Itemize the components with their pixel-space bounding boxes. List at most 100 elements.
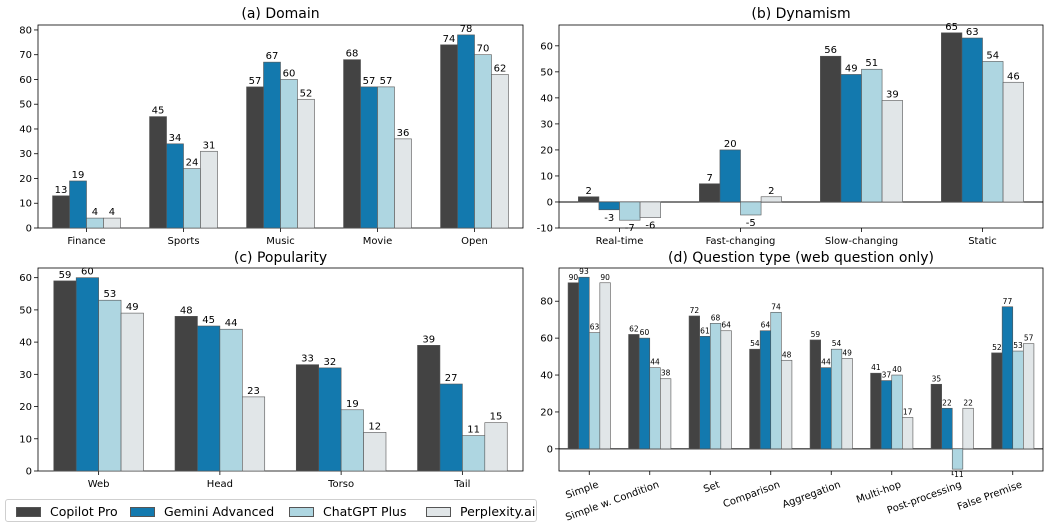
data-label: 35 [932,374,942,383]
chart-panel-2: (b) Dynamism -10 0 10 20 30 40 50 60 Real-time 2 -3… [537,6,1044,247]
data-label: 4 [92,207,98,218]
plot-frame [558,24,1044,229]
data-label: 20 [724,139,737,150]
legend-item-copilot-pro: Copilot Pro [16,504,118,519]
data-label: -3 [604,213,614,224]
data-label: 60 [283,68,296,79]
y-tick-label: 60 [540,334,553,345]
data-label: 54 [750,339,760,348]
y-tick-label: 20 [19,402,32,413]
data-label: 2 [585,186,591,197]
data-label: 39 [886,89,899,100]
legend-label-perplexity: Perplexity.ai [460,504,536,519]
bar-chatgpt-plus-static [982,61,1004,203]
bar-perplexity-ai-comparison [781,359,793,450]
data-label: 52 [300,88,313,99]
bar-chatgpt-plus-torso [340,409,364,472]
y-tick-label: 0 [547,444,553,455]
x-tick-label: Simple [564,479,600,501]
bar-perplexity-ai-fast-changing [760,196,782,203]
bar-gemini-advanced-open [457,34,475,229]
bar-copilot-pro-open [440,44,458,229]
bar-chatgpt-plus-simple [588,332,601,450]
x-tick-label: Slow-changing [825,236,898,247]
data-label: 90 [600,273,610,282]
chart-title: (a) Domain [241,6,319,22]
legend-swatch-perplexity [426,506,451,517]
data-label: 63 [966,27,979,38]
x-tick-label: Finance [67,236,105,247]
data-label: 54 [832,339,842,348]
data-label: 60 [640,328,650,337]
bar-perplexity-ai-static [1002,81,1024,203]
data-label: 54 [986,50,999,61]
y-tick-label: 30 [19,370,32,381]
data-label: 44 [821,358,831,367]
bar-copilot-pro-movie [343,59,361,229]
data-label: 11 [467,425,480,436]
bar-perplexity-ai-false-premise [1023,343,1035,450]
bar-perplexity-ai-aggregation [841,358,853,450]
data-label: 74 [443,34,456,45]
bar-perplexity-ai-sports [200,150,218,229]
data-label: 52 [992,343,1002,352]
bar-copilot-pro-post-processing [930,383,942,450]
bar-gemini-advanced-simple [578,276,590,450]
x-tick-label: Head [207,479,233,490]
bar-copilot-pro-simple [567,282,579,450]
bar-copilot-pro-torso [295,364,319,472]
bar-gemini-advanced-finance [69,180,87,229]
data-label: 27 [445,373,458,384]
data-label: 40 [892,365,902,374]
bar-chatgpt-plus-multi-hop [891,374,903,450]
data-label: 70 [477,44,490,55]
data-label: 15 [490,412,503,423]
x-tick-label: Sports [167,236,199,247]
data-label: 90 [569,273,579,282]
x-tick-label: Fast-changing [706,236,776,247]
x-tick-label: Comparison [722,479,782,510]
bar-perplexity-ai-slow-changing [881,100,903,203]
data-label: 62 [494,64,507,75]
bar-perplexity-ai-head [242,396,266,472]
bar-gemini-advanced-fast-changing [719,149,741,203]
bar-copilot-pro-real-time [578,196,600,203]
y-tick-label: 50 [19,305,32,316]
y-tick-label: 60 [19,75,32,86]
x-tick-label: Torso [327,479,354,490]
bar-perplexity-ai-music [297,98,315,229]
plot-frame [37,267,524,472]
data-label: -6 [645,221,655,232]
data-label: 24 [186,158,199,169]
bar-copilot-pro-web [53,280,77,472]
bar-perplexity-ai-movie [394,138,412,229]
bar-copilot-pro-comparison [749,348,761,450]
chart-panel-3: (c) Popularity 0 10 20 30 40 50 60 Web 59 60 53 49 He… [19,250,524,490]
data-label: 44 [650,358,660,367]
y-tick-label: 40 [19,338,32,349]
data-label: 32 [324,357,337,368]
bar-perplexity-ai-real-time [639,201,661,218]
bar-gemini-advanced-movie [360,86,378,229]
data-label: 13 [55,185,68,196]
bar-chatgpt-plus-real-time [619,201,641,221]
x-tick-label: Aggregation [781,479,842,510]
bar-chatgpt-plus-tail [462,435,486,472]
plot-frame [558,267,1044,472]
data-label: -7 [625,223,635,234]
data-label: 57 [363,76,376,87]
data-label: 53 [1013,341,1023,350]
y-tick-label: -10 [537,224,553,235]
legend-label-copilot-pro: Copilot Pro [50,504,118,519]
bar-gemini-advanced-tail [439,383,463,472]
bar-chatgpt-plus-slow-changing [861,68,883,203]
chart-title: (d) Question type (web question only) [668,250,934,266]
y-tick-label: 40 [540,93,553,104]
bar-gemini-advanced-music [263,61,281,229]
bar-gemini-advanced-slow-changing [840,74,862,203]
bar-chatgpt-plus-web [98,299,122,472]
bar-copilot-pro-false-premise [991,352,1003,450]
bar-copilot-pro-sports [149,116,167,229]
